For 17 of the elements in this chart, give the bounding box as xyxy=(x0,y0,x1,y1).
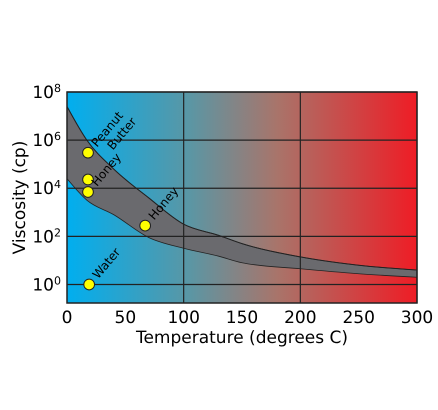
y-axis-title: Viscosity (cp) xyxy=(10,140,30,254)
point xyxy=(139,220,152,232)
y-tick-label: 10$^{4}$ xyxy=(32,178,61,200)
point xyxy=(82,186,94,198)
x-tick-label: 100 xyxy=(167,308,200,328)
x-tick-label: 200 xyxy=(284,308,317,328)
y-tick-label: 10$^{2}$ xyxy=(32,226,61,248)
x-axis-title: Temperature (degrees C) xyxy=(134,328,348,348)
x-tick-label: 150 xyxy=(226,308,258,328)
y-tick-label: 10$^{8}$ xyxy=(32,82,61,103)
y-tick-label: 10$^{6}$ xyxy=(32,130,61,152)
point xyxy=(83,278,96,290)
x-tick-label: 0 xyxy=(62,308,72,328)
x-tick-label: 250 xyxy=(342,308,375,328)
x-tick-label: 50 xyxy=(114,308,136,328)
y-tick-label: 10$^{0}$ xyxy=(32,274,61,296)
x-tick-label: 300 xyxy=(400,308,434,328)
